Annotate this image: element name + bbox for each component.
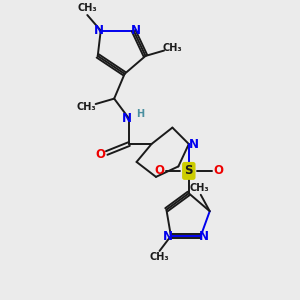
Text: CH₃: CH₃ — [76, 102, 96, 112]
Text: N: N — [199, 230, 209, 242]
Text: CH₃: CH₃ — [163, 43, 182, 52]
Text: CH₃: CH₃ — [190, 183, 209, 193]
Text: N: N — [189, 137, 199, 151]
Text: N: N — [131, 24, 141, 37]
Text: N: N — [163, 230, 173, 242]
Text: O: O — [96, 148, 106, 161]
Text: O: O — [154, 164, 165, 177]
Text: N: N — [122, 112, 132, 125]
Text: S: S — [184, 164, 193, 177]
Text: CH₃: CH₃ — [77, 4, 97, 14]
Text: CH₃: CH₃ — [149, 253, 169, 262]
Text: H: H — [136, 109, 145, 119]
Text: N: N — [94, 24, 104, 37]
Text: O: O — [213, 164, 223, 177]
